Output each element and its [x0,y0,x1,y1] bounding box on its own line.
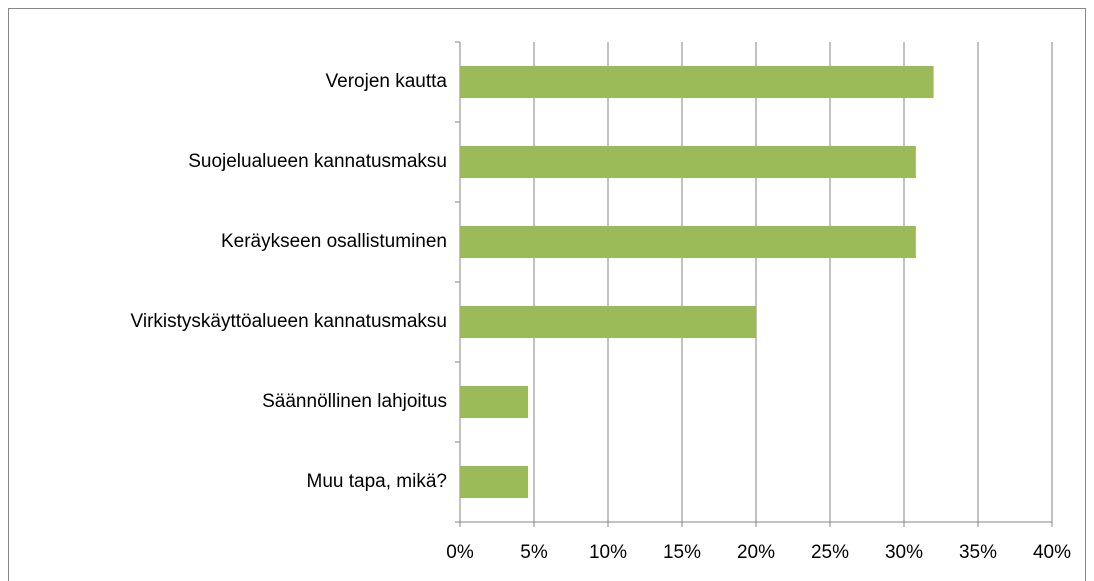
bar [460,386,529,418]
x-tick-label: 15% [663,542,701,563]
y-tick-label: Verojen kautta [326,71,448,92]
y-tick-label: Suojelualueen kannatusmaksu [188,151,447,172]
x-tick-label: 5% [520,542,548,563]
chart-border [8,8,1086,581]
y-tick-label: Keräykseen osallistuminen [221,231,447,252]
x-tick-label: 20% [737,542,775,563]
bar [460,466,529,498]
x-tick-label: 35% [959,542,997,563]
x-tick-label: 25% [811,542,849,563]
y-tick-label: Muu tapa, mikä? [307,471,447,492]
x-tick-label: 30% [885,542,923,563]
x-tick-label: 10% [589,542,627,563]
bar [460,146,916,178]
y-tick-label: Virkistyskäyttöalueen kannatusmaksu [131,311,447,332]
x-tick-label: 0% [446,542,474,563]
bar [460,306,756,338]
bar [460,66,934,98]
bar [460,226,916,258]
x-tick-label: 40% [1033,542,1071,563]
y-tick-label: Säännöllinen lahjoitus [262,391,447,412]
